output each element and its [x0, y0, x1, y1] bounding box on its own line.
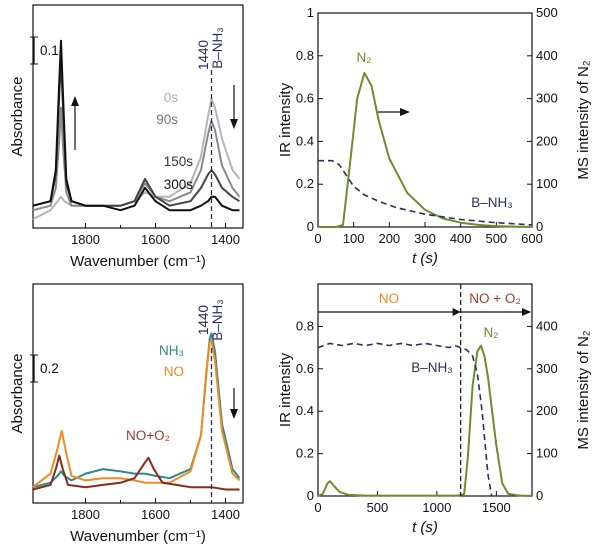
- br-y-tick-label: 0: [307, 488, 314, 503]
- br-y-tick-label: 0.8: [296, 318, 314, 333]
- tl-x-tick-label: 1600: [141, 232, 170, 247]
- br-series-1: [317, 342, 493, 497]
- tr-x-tick-label: 100: [343, 231, 365, 246]
- br-y2-axis-label: MS intensity of N₂: [575, 330, 592, 449]
- br-bnh3-label: B–NH₃: [411, 360, 453, 375]
- br-x-axis-label: t (s): [412, 519, 438, 536]
- tr-y2-tick-label: 0: [536, 219, 543, 234]
- bl-series-2: [32, 454, 240, 491]
- bl-series-1: [32, 339, 241, 488]
- bl-x-tick-label: 1600: [141, 507, 170, 522]
- tr-y2-tick-label: 300: [536, 91, 558, 106]
- tl-arrow-up-head: [71, 96, 79, 106]
- tr-x-tick-label: 500: [485, 231, 507, 246]
- panel-top-right: 0 100 200 300 400 500 60000.20.40.60.810100200…: [277, 5, 592, 267]
- bl-y-axis-label: Absorbance: [9, 353, 26, 433]
- br-x-tick-label: 1000: [422, 500, 451, 515]
- tl-legend-0s: 0s: [164, 90, 179, 105]
- tr-x-axis-label: t (s): [412, 250, 438, 267]
- tr-n2-label: N₂: [357, 50, 372, 65]
- tl-legend-90s: 90s: [156, 112, 178, 127]
- tr-series-1: [318, 159, 533, 226]
- tl-scale-label: 0.1: [40, 43, 59, 58]
- tr-y-tick-label: 0.8: [296, 48, 314, 63]
- tr-y2-axis-label: MS intensity of N₂: [575, 60, 592, 179]
- tl-x-tick-label: 1400: [211, 232, 240, 247]
- panel-bottom-left: 1800 1600 1400 Wavenumber (cm⁻¹) Absorbance 0…: [9, 283, 244, 545]
- br-phase1-label: NO: [379, 291, 399, 306]
- br-x-tick-label: 500: [367, 500, 389, 515]
- tl-series-0: [32, 97, 241, 220]
- br-x-tick-label: 0: [314, 500, 321, 515]
- tr-y2-tick-label: 100: [536, 176, 558, 191]
- panel-bottom-right: 0 500 1000 1500 0 0.2 0.4 0.6 0.8 0 100 200 300 400 t …: [277, 283, 592, 536]
- br-x-tick-label: 1500: [482, 500, 511, 515]
- br-y-tick-label: 0.2: [296, 446, 314, 461]
- br-y2-tick-label: 0: [536, 488, 543, 503]
- br-y2-tick-label: 400: [536, 318, 558, 333]
- bl-plot-frame: [32, 283, 244, 504]
- tl-y-axis-label: Absorbance: [9, 76, 26, 156]
- bl-legend-nh3: NH₃: [159, 343, 184, 358]
- br-y-axis-label: IR intensity: [277, 352, 294, 427]
- bl-x-axis-label: Wavenumber (cm⁻¹): [70, 528, 206, 545]
- br-n2-label: N₂: [484, 325, 499, 340]
- br-y-tick-label: 0.6: [296, 361, 314, 376]
- tr-y-tick-label: 0.2: [296, 176, 314, 191]
- tr-x-tick-label: 300: [414, 231, 436, 246]
- tr-bnh3-label: B–NH₃: [471, 195, 513, 210]
- tl-series-3: [32, 39, 240, 212]
- br-y2-tick-label: 100: [536, 446, 558, 461]
- br-phase2-label: NO + O₂: [469, 291, 520, 306]
- panel-top-left: 1800 1600 1400 Wavenumber (cm⁻¹) Absorbance 0…: [9, 4, 244, 270]
- tr-x-tick-label: 600: [521, 231, 543, 246]
- tr-x-tick-label: 400: [450, 231, 472, 246]
- br-phase2-arrow-head: [522, 308, 531, 316]
- tr-y2-tick-label: 200: [536, 133, 558, 148]
- br-phase1-arrow-head: [452, 308, 461, 316]
- tr-y-tick-label: 0.4: [296, 133, 314, 148]
- bl-peak-wavenumber: 1440: [196, 305, 211, 335]
- tr-y-tick-label: 0: [307, 219, 314, 234]
- tr-x-tick-label: 200: [378, 231, 400, 246]
- tr-y-axis-label: IR intensity: [277, 82, 294, 157]
- tl-plot-frame: [32, 4, 244, 229]
- tr-x-tick-label: 0: [314, 231, 321, 246]
- br-y-tick-label: 0.4: [296, 403, 314, 418]
- bl-series-0: [32, 332, 241, 489]
- bl-legend-no: NO: [164, 364, 184, 379]
- tr-series-0: [318, 71, 533, 228]
- bl-scale-label: 0.2: [40, 361, 59, 376]
- tr-y-tick-label: 1: [307, 5, 314, 20]
- bl-x-tick-label: 1400: [211, 507, 240, 522]
- tr-y2-tick-label: 500: [536, 5, 558, 20]
- br-y2-tick-label: 200: [536, 403, 558, 418]
- tl-x-axis-label: Wavenumber (cm⁻¹): [70, 253, 206, 270]
- bl-arrow-down-head: [230, 409, 238, 419]
- tl-legend-150s: 150s: [164, 154, 194, 169]
- br-y2-tick-label: 300: [536, 361, 558, 376]
- bl-legend-noo2: NO+O₂: [126, 428, 170, 443]
- tl-peak-label: B–NH₃: [210, 27, 225, 69]
- tl-arrow-down-head: [230, 119, 238, 129]
- bl-x-tick-label: 1800: [71, 507, 100, 522]
- br-series-0: [317, 344, 533, 497]
- tl-x-tick-label: 1800: [71, 232, 100, 247]
- tr-y2-tick-label: 400: [536, 48, 558, 63]
- tr-y-tick-label: 0.6: [296, 91, 314, 106]
- bl-peak-label: B–NH₃: [210, 299, 225, 341]
- tl-peak-wavenumber: 1440: [196, 40, 211, 70]
- tl-legend-300s: 300s: [164, 177, 194, 192]
- tr-arrow-head: [400, 108, 410, 116]
